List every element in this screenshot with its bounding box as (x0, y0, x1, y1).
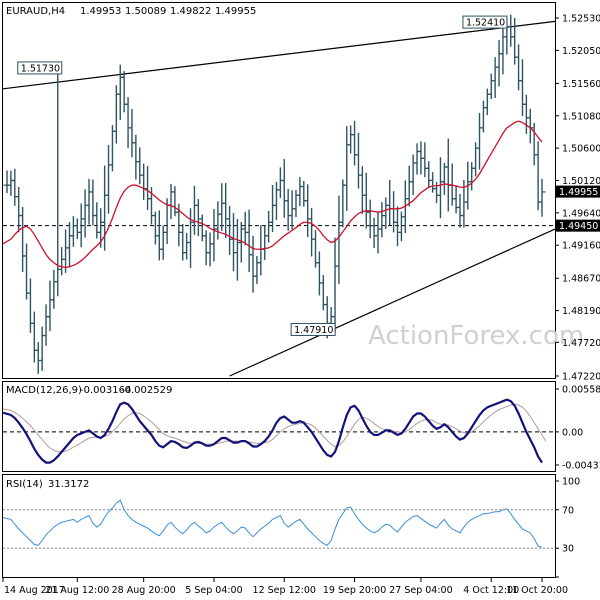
rsi-y-tick-label: 100 (562, 477, 580, 488)
price-tag-layer: 1.49955 1.49450 (556, 185, 600, 232)
moving-average-line (2, 120, 543, 269)
rsi-value: 31.3172 (48, 479, 89, 490)
rsi-title: RSI(14) (6, 479, 43, 490)
x-tick-label: 28 Aug 20:00 (112, 585, 176, 596)
macd-layer (2, 398, 555, 464)
rsi-panel-frame (2, 474, 556, 578)
support-price-tag-label: 1.49450 (559, 221, 598, 232)
current-price-tag-bg (556, 185, 600, 198)
price-y-tick-label: 1.52530 (562, 14, 600, 25)
macd-panel-frame (2, 381, 556, 472)
price-annotation-box (462, 15, 508, 29)
price-annotation-label: 1.52410 (466, 18, 505, 29)
price-y-tick-label: 1.47720 (562, 338, 600, 349)
ohlc-close: 1.49955 (215, 6, 256, 17)
ohlc-low: 1.49822 (170, 6, 211, 17)
x-tick-label: 21 Aug 12:00 (45, 585, 109, 596)
moving-average-layer (2, 120, 543, 269)
rsi-layer (2, 499, 555, 549)
macd-value: -0.003164 (80, 385, 131, 396)
price-annotation: 1.47910 (290, 322, 336, 336)
macd-y-axis: 0.005586 0.00 -0.004312 (555, 385, 600, 472)
x-tick-label: 5 Sep 04:00 (185, 585, 242, 596)
trendline (2, 20, 556, 90)
price-y-tick-label: 1.50600 (562, 144, 600, 155)
price-annotation-label: 1.47910 (294, 325, 333, 336)
rsi-y-tick-label: 70 (562, 505, 574, 516)
support-price-tag: 1.49450 (556, 219, 600, 232)
macd-signal-value: -0.002529 (121, 385, 172, 396)
macd-line (2, 398, 543, 464)
price-y-tick-label: 1.52050 (562, 46, 600, 57)
ohlc-high: 1.50089 (125, 6, 166, 17)
trendline (229, 228, 556, 377)
x-tick-label: 14 Aug 2017 (4, 585, 65, 596)
x-tick-label: 11 Oct 20:00 (506, 585, 568, 596)
x-tick-label: 4 Oct 12:00 (463, 585, 519, 596)
x-tick-label: 27 Sep 04:00 (389, 585, 452, 596)
current-price-tag: 1.49955 (556, 185, 600, 198)
rsi-y-tick-label: 30 (562, 544, 574, 555)
current-price-tag-label: 1.49955 (559, 187, 598, 198)
price-y-tick-label: 1.50120 (562, 176, 600, 187)
price-y-tick-label: 1.47220 (562, 372, 600, 383)
price-annotation: 1.51730 (17, 61, 63, 75)
price-y-tick-label: 1.48670 (562, 274, 600, 285)
x-tick-label: 19 Sep 20:00 (323, 585, 386, 596)
price-title: EURAUD,H4 (6, 6, 65, 17)
price-y-tick-label: 1.49160 (562, 241, 600, 252)
price-y-tick-label: 1.48190 (562, 306, 600, 317)
price-y-tick-label: 1.51080 (562, 111, 600, 122)
support-price-tag-bg (556, 219, 600, 232)
price-annotation: 1.52410 (462, 15, 508, 29)
price-y-tick-label: 1.51560 (562, 79, 600, 90)
macd-y-tick-label: 0.005586 (562, 385, 600, 396)
price-y-axis: 1.52530 1.52050 1.51560 1.51080 1.50600 1.501… (555, 14, 600, 383)
watermark: ActionForex.com (368, 321, 584, 351)
price-y-tick-label: 1.49640 (562, 208, 600, 219)
x-tick-label: 12 Sep 12:00 (253, 585, 316, 596)
macd-y-tick-label: 0.00 (562, 427, 583, 438)
ohlc-open: 1.49953 (80, 6, 121, 17)
price-annotation-label: 1.51730 (21, 63, 60, 74)
annotation-layer: 1.51730 1.52410 1.47910 (17, 15, 508, 336)
macd-y-tick-label: -0.004312 (562, 461, 600, 472)
price-annotation-box (17, 61, 63, 75)
trendline-layer (2, 20, 556, 377)
price-panel-frame (2, 2, 556, 379)
price-annotation-box (290, 322, 336, 336)
rsi-line (2, 499, 543, 548)
macd-title: MACD(12,26,9) (6, 385, 82, 396)
rsi-y-axis: 100 70 30 (555, 477, 580, 578)
ohlc-bars (3, 14, 546, 374)
ohlc-bar (538, 178, 546, 217)
